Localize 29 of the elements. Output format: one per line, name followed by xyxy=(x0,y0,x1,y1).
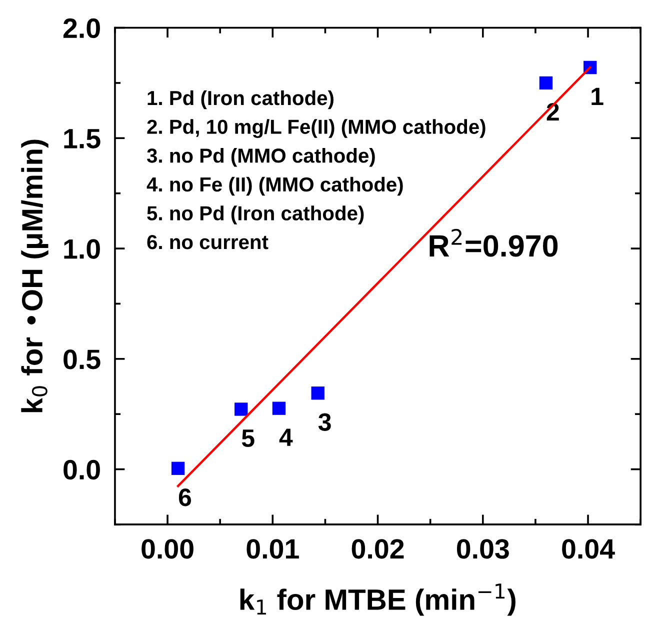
annotation: 4 xyxy=(279,428,293,446)
y-tick-label: 0.5 xyxy=(64,350,100,370)
y-tick-label: 1.0 xyxy=(64,239,100,259)
annotation: 4. no Fe (II) (MMO cathode) xyxy=(146,176,403,196)
point xyxy=(311,386,324,400)
x-tick-label: 0.01 xyxy=(246,539,299,559)
annotation: 1 xyxy=(592,88,604,106)
x-tick-label: 0.04 xyxy=(562,539,615,559)
y-tick-label: 0.0 xyxy=(64,460,100,480)
point xyxy=(234,402,248,416)
point xyxy=(171,462,185,475)
annotation: R$^{2}$=0.970 xyxy=(430,228,558,257)
annotation: 1. Pd (Iron cathode) xyxy=(148,90,334,110)
y-tick-label: 2.0 xyxy=(63,18,100,38)
annotation: 5 xyxy=(242,430,254,448)
annotation: 6. no current xyxy=(147,234,268,250)
y-tick-label: 1.5 xyxy=(64,129,100,148)
x-tick-label: 0.02 xyxy=(352,539,404,559)
point xyxy=(272,402,286,415)
point xyxy=(539,76,553,90)
annotation: 2. Pd, 10 mg/L Fe(II) (MMO cathode) xyxy=(147,119,486,138)
annotation: 5. no Pd (Iron cathode) xyxy=(147,206,364,224)
annotation: 3. no Pd (MMO cathode) xyxy=(146,148,375,167)
y-axis-title: k$_{0}$ for •OH (μM/min) xyxy=(21,140,48,412)
x-tick-label: 0.00 xyxy=(142,539,194,559)
annotation: 6 xyxy=(178,488,192,506)
x-axis-title: k$_{1}$ for MTBE (min$^{−1}$) xyxy=(240,584,516,616)
annotation: 3 xyxy=(318,413,331,431)
x-tick-label: 0.03 xyxy=(456,539,509,559)
